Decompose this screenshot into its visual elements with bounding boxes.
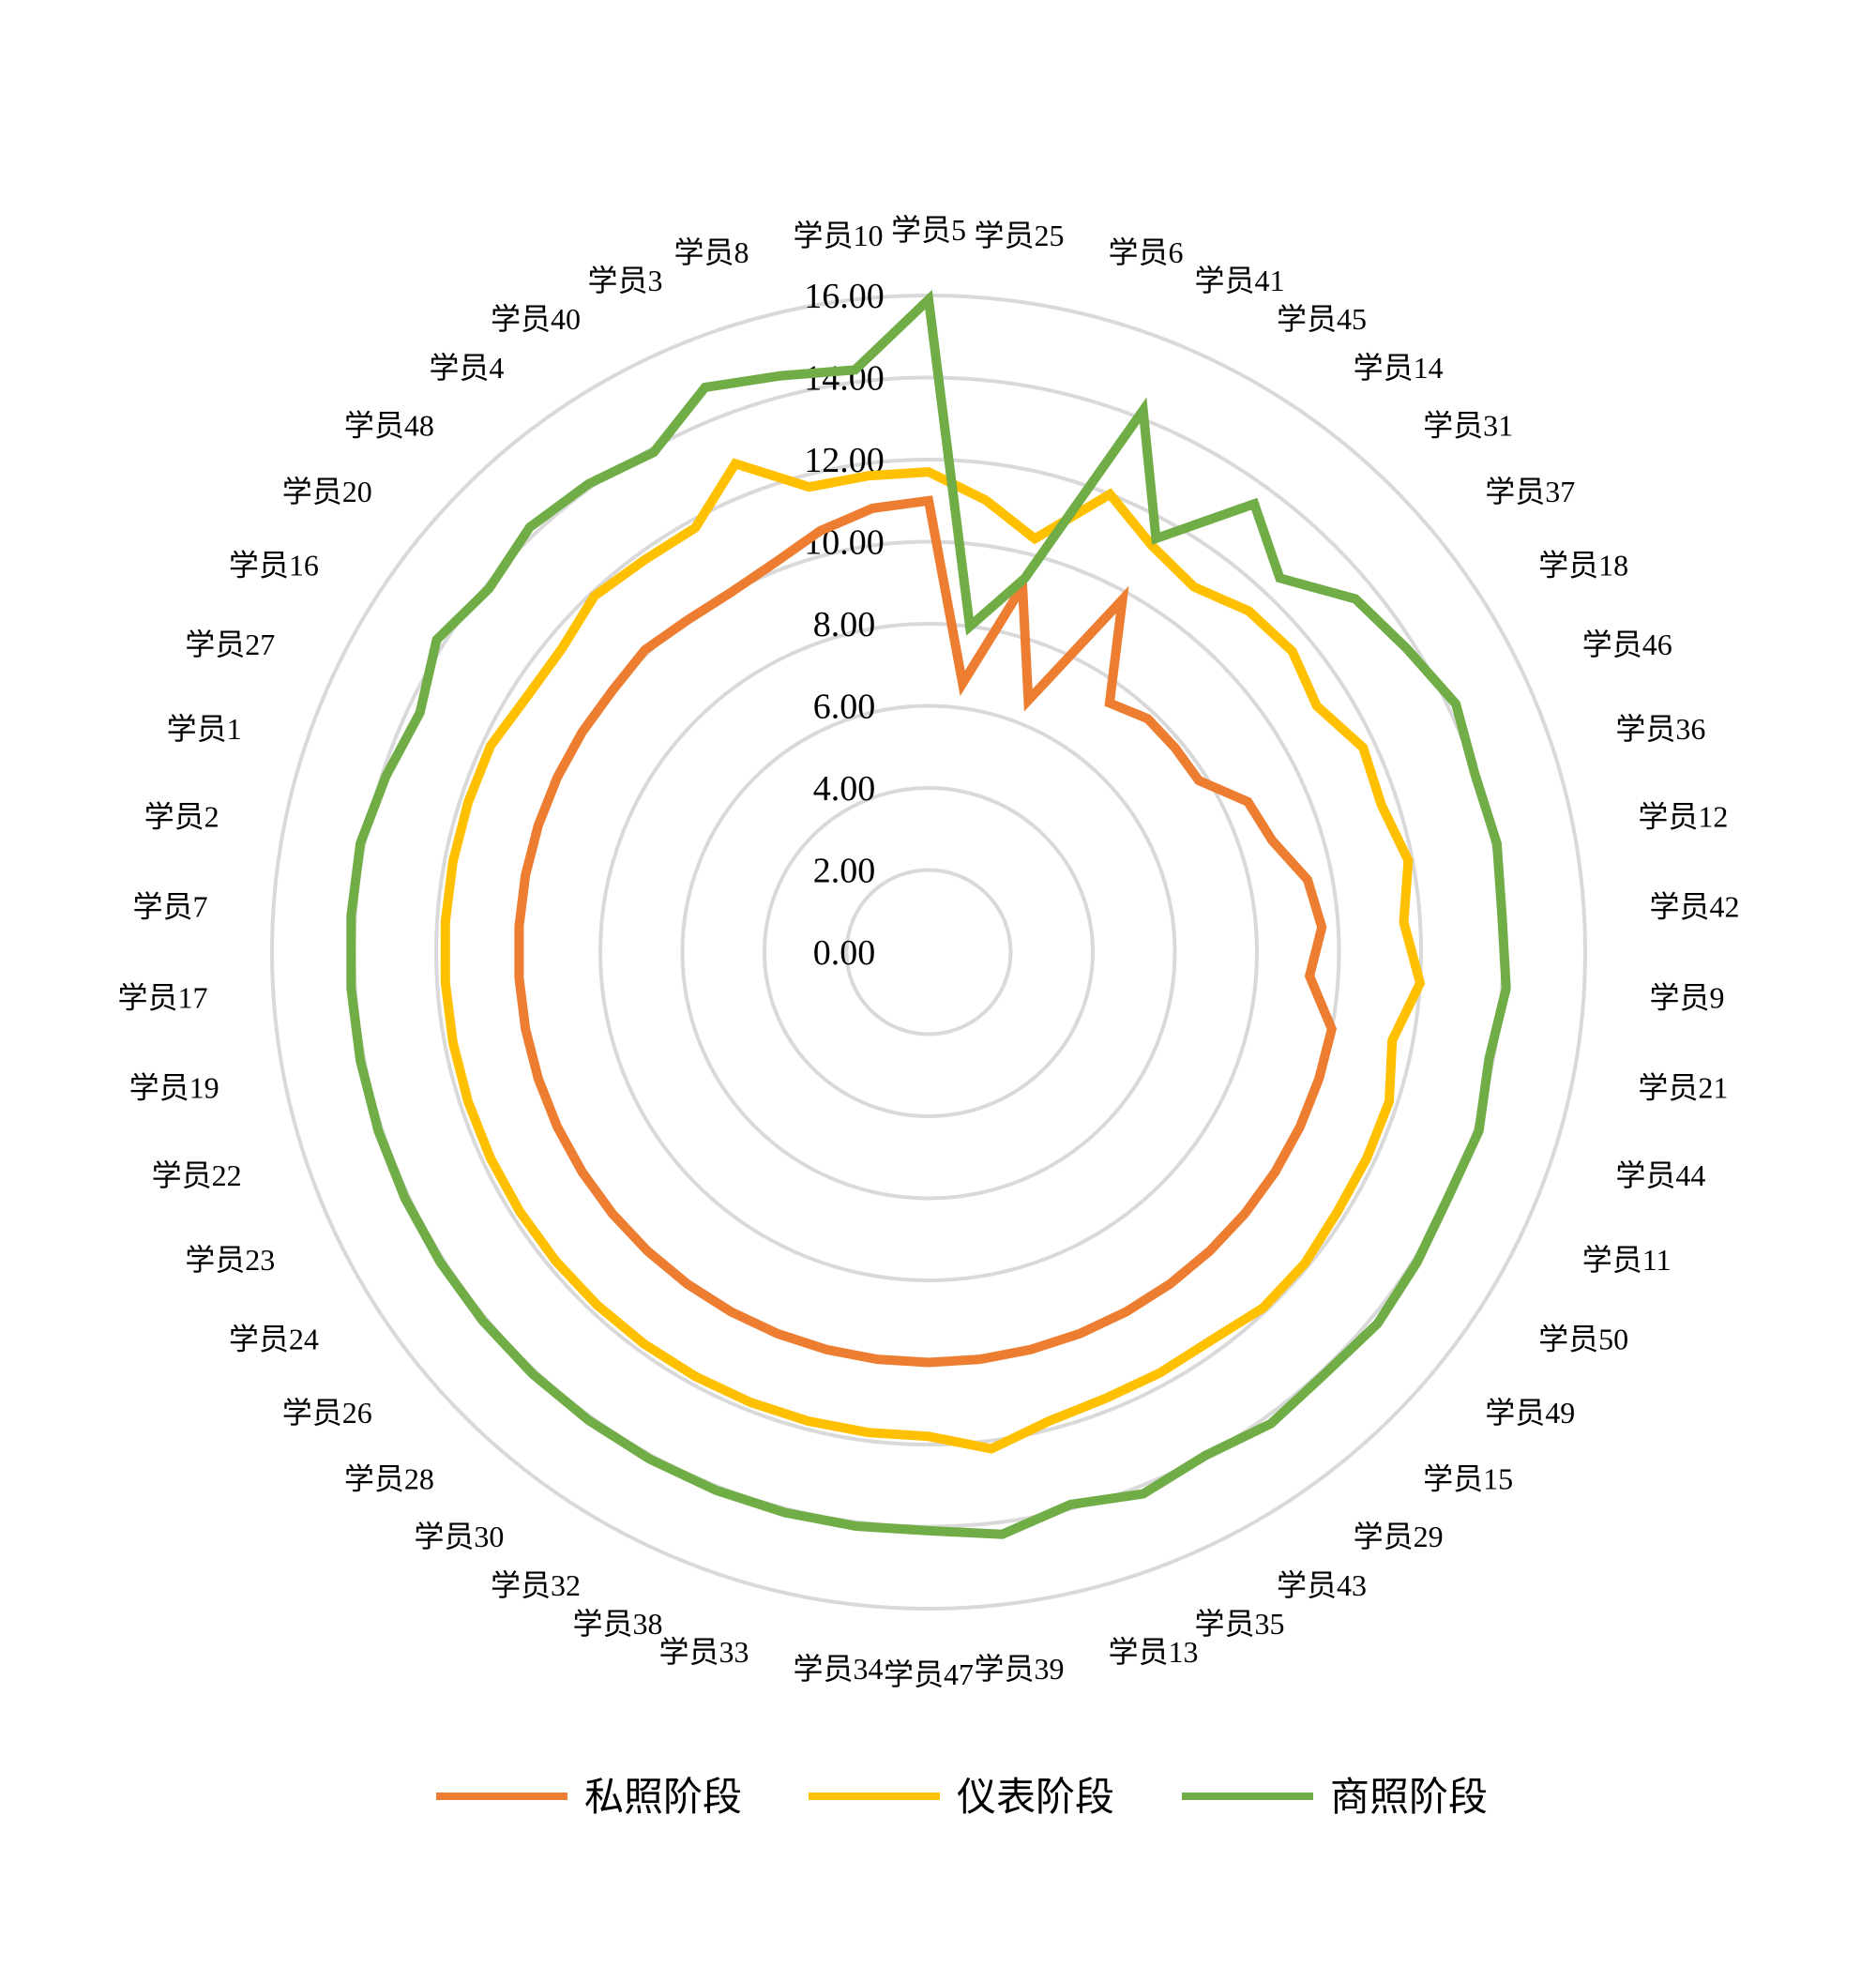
category-label: 学员5 <box>891 213 966 247</box>
category-label: 学员25 <box>974 219 1064 252</box>
category-label: 学员4 <box>429 351 504 385</box>
category-label: 学员24 <box>229 1323 319 1356</box>
category-label: 学员26 <box>282 1396 372 1430</box>
category-label: 学员32 <box>491 1568 581 1602</box>
category-label: 学员13 <box>1108 1635 1198 1669</box>
grid-ring-4 <box>598 622 1259 1282</box>
tick-label: 0.00 <box>813 933 876 973</box>
series-line-1 <box>440 458 1426 1454</box>
legend-label-2: 商照阶段 <box>1330 1777 1488 1820</box>
category-label: 学员23 <box>185 1243 275 1277</box>
category-label: 学员3 <box>588 264 663 297</box>
category-label: 学员45 <box>1277 302 1367 336</box>
category-label: 学员46 <box>1582 628 1672 661</box>
category-label: 学员40 <box>491 302 581 336</box>
category-label: 学员17 <box>118 980 208 1014</box>
category-label: 学员20 <box>282 475 372 508</box>
category-label: 学员11 <box>1582 1243 1672 1277</box>
category-label: 学员36 <box>1615 712 1705 746</box>
category-label: 学员12 <box>1638 800 1728 834</box>
grid-ring-1 <box>844 868 1013 1036</box>
tick-label: 14.00 <box>804 359 885 399</box>
series-layer <box>346 289 1511 1539</box>
category-label: 学员34 <box>793 1652 883 1686</box>
category-label: 学员48 <box>344 409 434 443</box>
category-label: 学员6 <box>1108 235 1183 269</box>
category-label: 学员9 <box>1649 980 1724 1014</box>
category-label: 学员43 <box>1277 1568 1367 1602</box>
category-label: 学员38 <box>573 1607 663 1641</box>
grid-layer <box>270 294 1587 1611</box>
category-label: 学员2 <box>144 800 219 834</box>
category-label: 学员42 <box>1649 890 1739 924</box>
category-label: 学员21 <box>1638 1070 1728 1104</box>
grid-ring-3 <box>680 704 1177 1201</box>
category-label: 学员22 <box>152 1158 242 1192</box>
grid-ring-6 <box>434 458 1423 1446</box>
category-label: 学员39 <box>974 1652 1064 1686</box>
legend-label-1: 仪表阶段 <box>957 1777 1114 1820</box>
series-line-2 <box>346 289 1511 1539</box>
grid-ring-2 <box>763 786 1095 1118</box>
category-label: 学员18 <box>1538 548 1628 582</box>
category-label: 学员50 <box>1538 1323 1628 1356</box>
category-label: 学员41 <box>1194 264 1284 297</box>
category-label: 学员15 <box>1423 1461 1513 1495</box>
legend-label-0: 私照阶段 <box>584 1777 742 1820</box>
category-label: 学员10 <box>793 219 883 252</box>
category-label: 学员16 <box>229 548 319 582</box>
category-label: 学员1 <box>167 712 242 746</box>
category-label: 学员35 <box>1194 1607 1284 1641</box>
grid-ring-7 <box>352 375 1505 1529</box>
category-label: 学员30 <box>414 1520 504 1553</box>
tick-label: 2.00 <box>813 852 876 891</box>
category-label: 学员44 <box>1615 1158 1705 1192</box>
category-label: 学员19 <box>129 1070 219 1104</box>
category-label: 学员27 <box>185 628 275 661</box>
legend: 私照阶段 仪表阶段 商照阶段 <box>436 1777 1488 1820</box>
category-label-layer: 学员5 学员25 学员6 学员41 学员45 学员14 学员31 学员37 学员18 学员46 学员… <box>118 213 1740 1691</box>
category-label: 学员29 <box>1354 1520 1444 1553</box>
category-label: 学员14 <box>1354 351 1444 385</box>
series-line-0 <box>514 495 1338 1368</box>
grid-ring-8 <box>270 294 1587 1611</box>
tick-label: 6.00 <box>813 688 876 727</box>
category-label: 学员28 <box>344 1461 434 1495</box>
category-label: 学员7 <box>133 890 208 924</box>
category-label: 学员31 <box>1423 409 1513 443</box>
tick-label: 4.00 <box>813 769 876 809</box>
category-label: 学员49 <box>1485 1396 1575 1430</box>
tick-label: 8.00 <box>813 605 876 644</box>
category-label: 学员8 <box>673 235 749 269</box>
category-label: 学员33 <box>658 1635 749 1669</box>
category-label: 学员37 <box>1485 475 1575 508</box>
category-label: 学员47 <box>884 1657 974 1691</box>
tick-label: 16.00 <box>804 277 885 316</box>
